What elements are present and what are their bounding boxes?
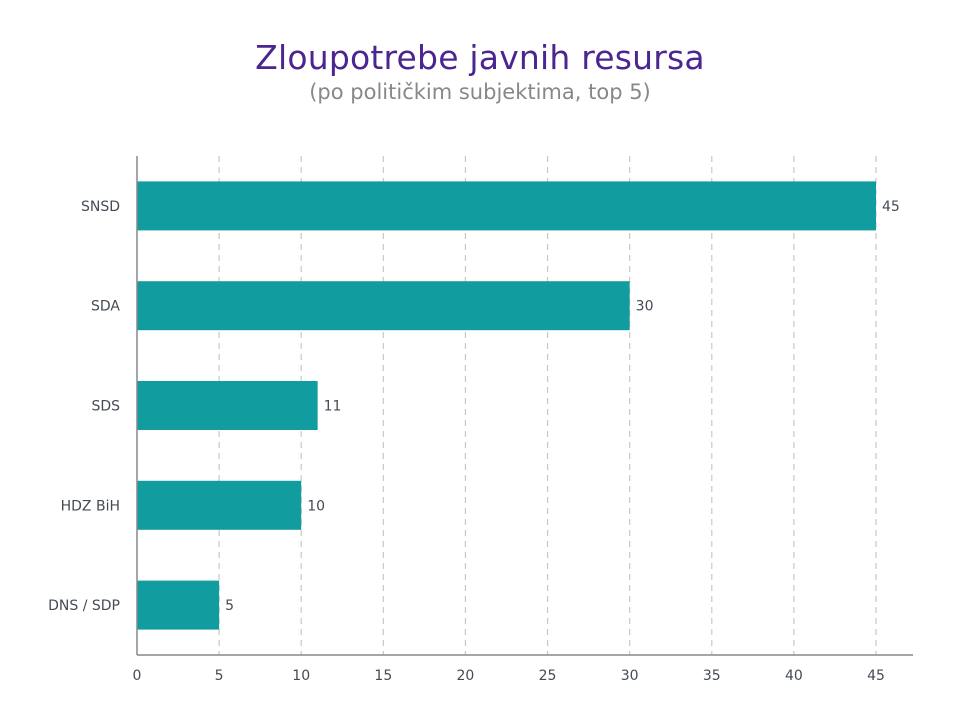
chart-subtitle: (po političkim subjektima, top 5) [309, 80, 651, 104]
x-tick-label: 25 [539, 668, 557, 684]
data-label: 10 [307, 498, 325, 514]
category-label: SNSD [81, 199, 120, 215]
x-tick-label: 15 [374, 668, 392, 684]
data-label: 30 [636, 299, 654, 315]
x-tick-label: 0 [133, 668, 142, 684]
x-tick-label: 20 [457, 668, 475, 684]
x-tick-label: 5 [215, 668, 224, 684]
x-tick-label: 10 [292, 668, 310, 684]
bar [137, 381, 318, 430]
x-tick-label: 35 [703, 668, 721, 684]
x-tick-label: 45 [867, 668, 885, 684]
data-label: 5 [225, 598, 234, 614]
bar [137, 181, 876, 231]
bar [137, 480, 302, 530]
bar [137, 580, 220, 630]
category-label: SDA [91, 299, 120, 315]
data-label: 11 [324, 399, 342, 415]
x-tick-label: 40 [785, 668, 803, 684]
axes [136, 156, 913, 656]
x-tick-label: 30 [621, 668, 639, 684]
chart-title: Zloupotrebe javnih resursa [255, 38, 705, 77]
data-label: 45 [882, 199, 900, 215]
category-label: SDS [91, 399, 120, 415]
category-label: HDZ BiH [61, 498, 120, 514]
bars [137, 181, 876, 630]
category-label: DNS / SDP [48, 598, 120, 614]
labels: 0 5 10 15 20 25 30 35 40 45 SNSD 45 SDA 30 SDS 11 HDZ Bi… [48, 199, 900, 684]
bar [137, 281, 630, 331]
